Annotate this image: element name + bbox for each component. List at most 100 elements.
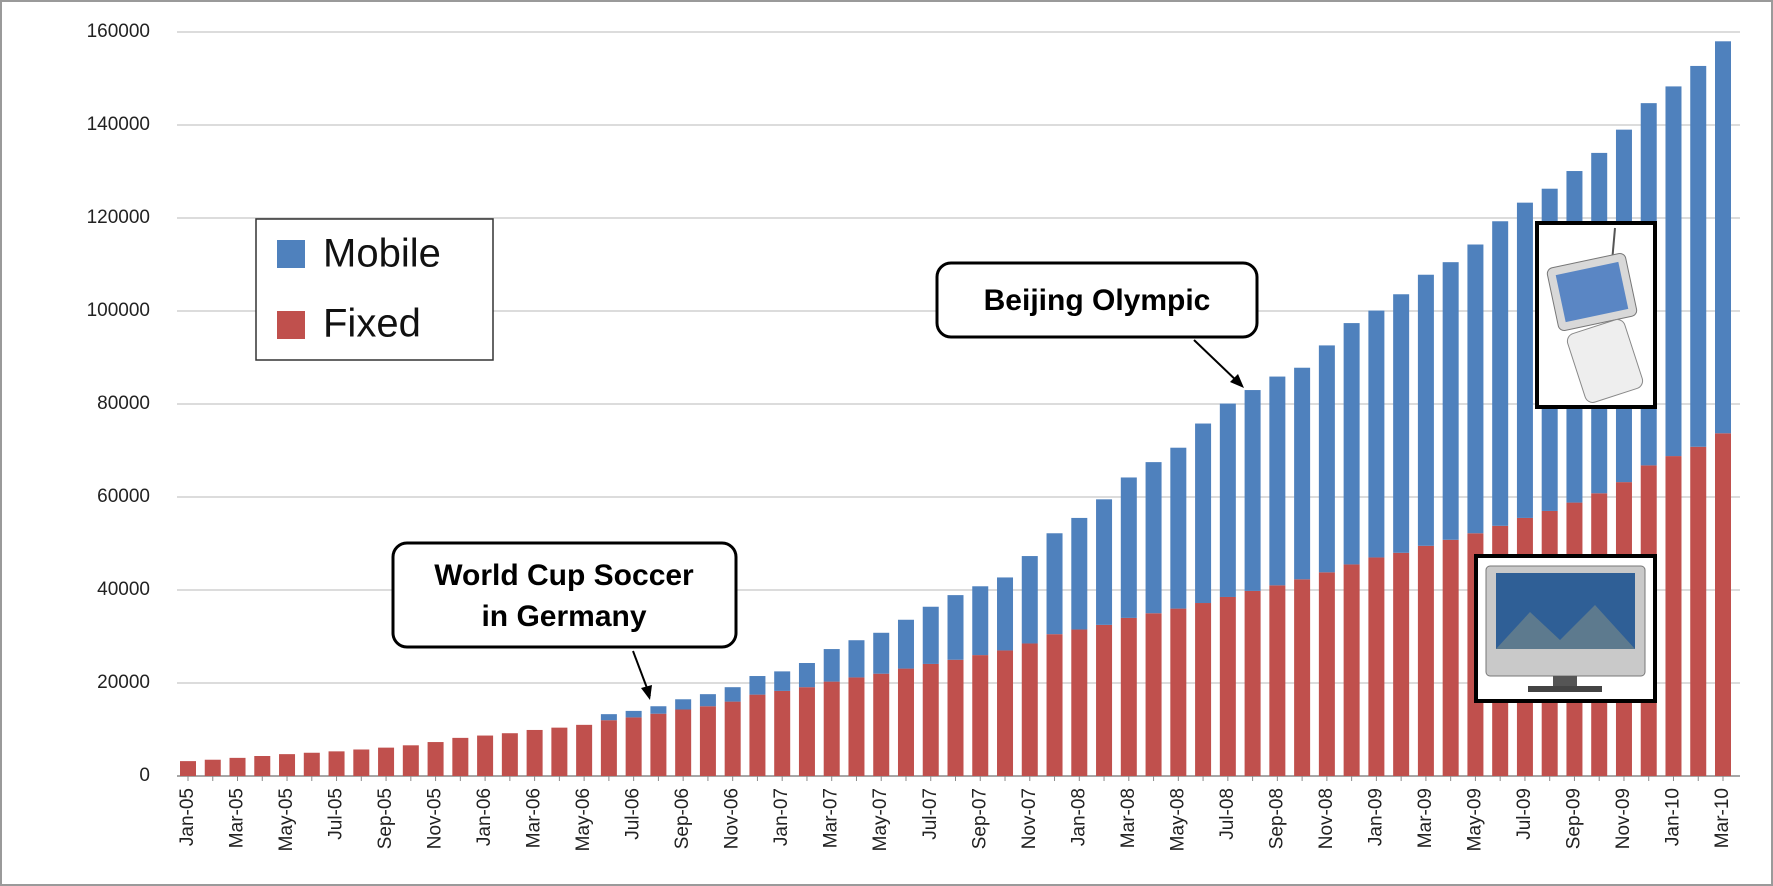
bar — [1071, 517, 1088, 630]
bar — [650, 706, 667, 714]
bar — [600, 720, 617, 776]
tv-stand — [1553, 676, 1577, 686]
bar — [897, 668, 914, 776]
bar — [204, 759, 221, 776]
bar — [1393, 294, 1410, 553]
bar — [1318, 572, 1335, 776]
bar — [1170, 447, 1187, 609]
x-tick-label: Nov-06 — [722, 788, 743, 849]
bar — [1145, 613, 1162, 776]
y-tick-label: 160000 — [87, 21, 150, 42]
x-tick-label: Sep-06 — [672, 788, 693, 849]
bar — [1665, 86, 1682, 457]
bar — [1269, 585, 1286, 776]
bar — [873, 632, 890, 674]
x-tick-label: Sep-08 — [1266, 788, 1287, 849]
x-tick-label: Sep-07 — [969, 788, 990, 849]
x-tick-label: Mar-06 — [524, 788, 545, 848]
bar — [823, 681, 840, 776]
bar — [798, 687, 815, 776]
bar — [551, 727, 568, 776]
bar — [1170, 608, 1187, 776]
bar — [1244, 590, 1261, 776]
x-tick-label: Nov-05 — [425, 788, 446, 849]
annotation-box — [391, 541, 738, 649]
bar — [1442, 262, 1459, 540]
x-tick-label: Mar-09 — [1415, 788, 1436, 848]
annotation-text: World Cup Soccer — [434, 559, 694, 592]
bar — [749, 676, 766, 695]
bar — [526, 729, 543, 776]
x-tick-label: May-05 — [276, 788, 297, 851]
bar — [1690, 446, 1707, 776]
bar — [229, 757, 246, 776]
bar — [947, 659, 964, 776]
bar — [501, 733, 518, 776]
bar — [576, 724, 593, 776]
bar — [699, 694, 716, 707]
bar — [1096, 624, 1113, 776]
bar — [972, 586, 989, 656]
bar — [1368, 310, 1385, 558]
bar — [402, 745, 419, 776]
y-tick-label: 80000 — [97, 393, 150, 414]
x-tick-label: Jul-09 — [1514, 788, 1535, 840]
bar — [625, 717, 642, 776]
bar — [798, 663, 815, 688]
bar — [1467, 244, 1484, 534]
annotation-text: Beijing Olympic — [984, 284, 1211, 317]
bar — [1219, 403, 1236, 597]
x-tick-label: Sep-05 — [375, 788, 396, 849]
x-tick-label: Jan-06 — [474, 788, 495, 846]
bar — [1195, 423, 1212, 604]
legend-label: Mobile — [323, 232, 441, 276]
annotation-text: in Germany — [481, 600, 646, 633]
bar — [675, 699, 692, 710]
x-tick-label: Mar-08 — [1118, 788, 1139, 848]
bar — [353, 749, 370, 776]
bar — [452, 737, 469, 776]
bar — [328, 751, 345, 776]
y-tick-label: 120000 — [87, 207, 150, 228]
legend-swatch — [277, 240, 305, 268]
bar — [1294, 579, 1311, 776]
bar — [1219, 596, 1236, 776]
bar — [1715, 41, 1731, 434]
bar — [1442, 539, 1459, 776]
x-tick-label: Nov-08 — [1316, 788, 1337, 849]
bar — [650, 713, 667, 776]
bar — [303, 752, 320, 776]
x-tick-label: Jul-07 — [920, 788, 941, 840]
bar — [848, 640, 865, 678]
bar — [1665, 456, 1682, 776]
bar — [1096, 499, 1113, 625]
x-tick-label: May-06 — [573, 788, 594, 851]
bar — [897, 619, 914, 669]
x-tick-label: Jan-08 — [1068, 788, 1089, 846]
x-tick-label: Jul-08 — [1217, 788, 1238, 840]
bar — [1393, 552, 1410, 776]
x-tick-label: Mar-10 — [1712, 788, 1733, 848]
bar — [1021, 556, 1038, 644]
bar — [600, 714, 617, 721]
bar — [1071, 629, 1088, 776]
bar — [1195, 603, 1212, 776]
bar — [378, 747, 395, 776]
x-tick-label: Jan-09 — [1365, 788, 1386, 846]
x-tick-label: Nov-09 — [1613, 788, 1634, 849]
bar — [1145, 462, 1162, 614]
bar — [1492, 221, 1509, 526]
y-tick-label: 60000 — [97, 486, 150, 507]
bar — [1021, 643, 1038, 776]
bar — [774, 690, 791, 776]
legend-swatch — [277, 311, 305, 339]
bar — [1417, 545, 1434, 776]
bar — [1269, 376, 1286, 586]
bar — [675, 709, 692, 776]
legend-label: Fixed — [323, 302, 421, 346]
bar — [1294, 367, 1311, 580]
x-tick-label: May-09 — [1464, 788, 1485, 851]
x-tick-label: Sep-09 — [1563, 788, 1584, 849]
bar — [997, 577, 1014, 651]
